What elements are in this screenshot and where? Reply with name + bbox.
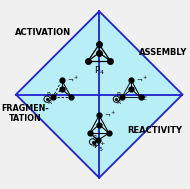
Text: P$_4$: P$_4$ [94,65,105,77]
Text: $\neg$$^+$: $\neg$$^+$ [104,109,117,118]
Text: FRAGMEN-
TATION: FRAGMEN- TATION [1,104,49,123]
Text: R: R [47,92,51,97]
Text: R: R [92,135,96,139]
Text: R: R [93,143,97,148]
Text: R: R [116,92,120,97]
Text: E: E [142,96,146,101]
Text: R: R [47,101,51,105]
Text: REACTIVITY: REACTIVITY [127,125,182,135]
Text: P$_5^+$: P$_5^+$ [93,140,106,154]
Text: $\neg$$^+$: $\neg$$^+$ [66,74,79,83]
Text: R: R [116,101,120,105]
Text: $\neg$$^+$: $\neg$$^+$ [136,74,148,83]
Text: ASSEMBLY: ASSEMBLY [139,48,187,57]
Polygon shape [16,11,182,178]
Text: ACTIVATION: ACTIVATION [15,28,71,37]
